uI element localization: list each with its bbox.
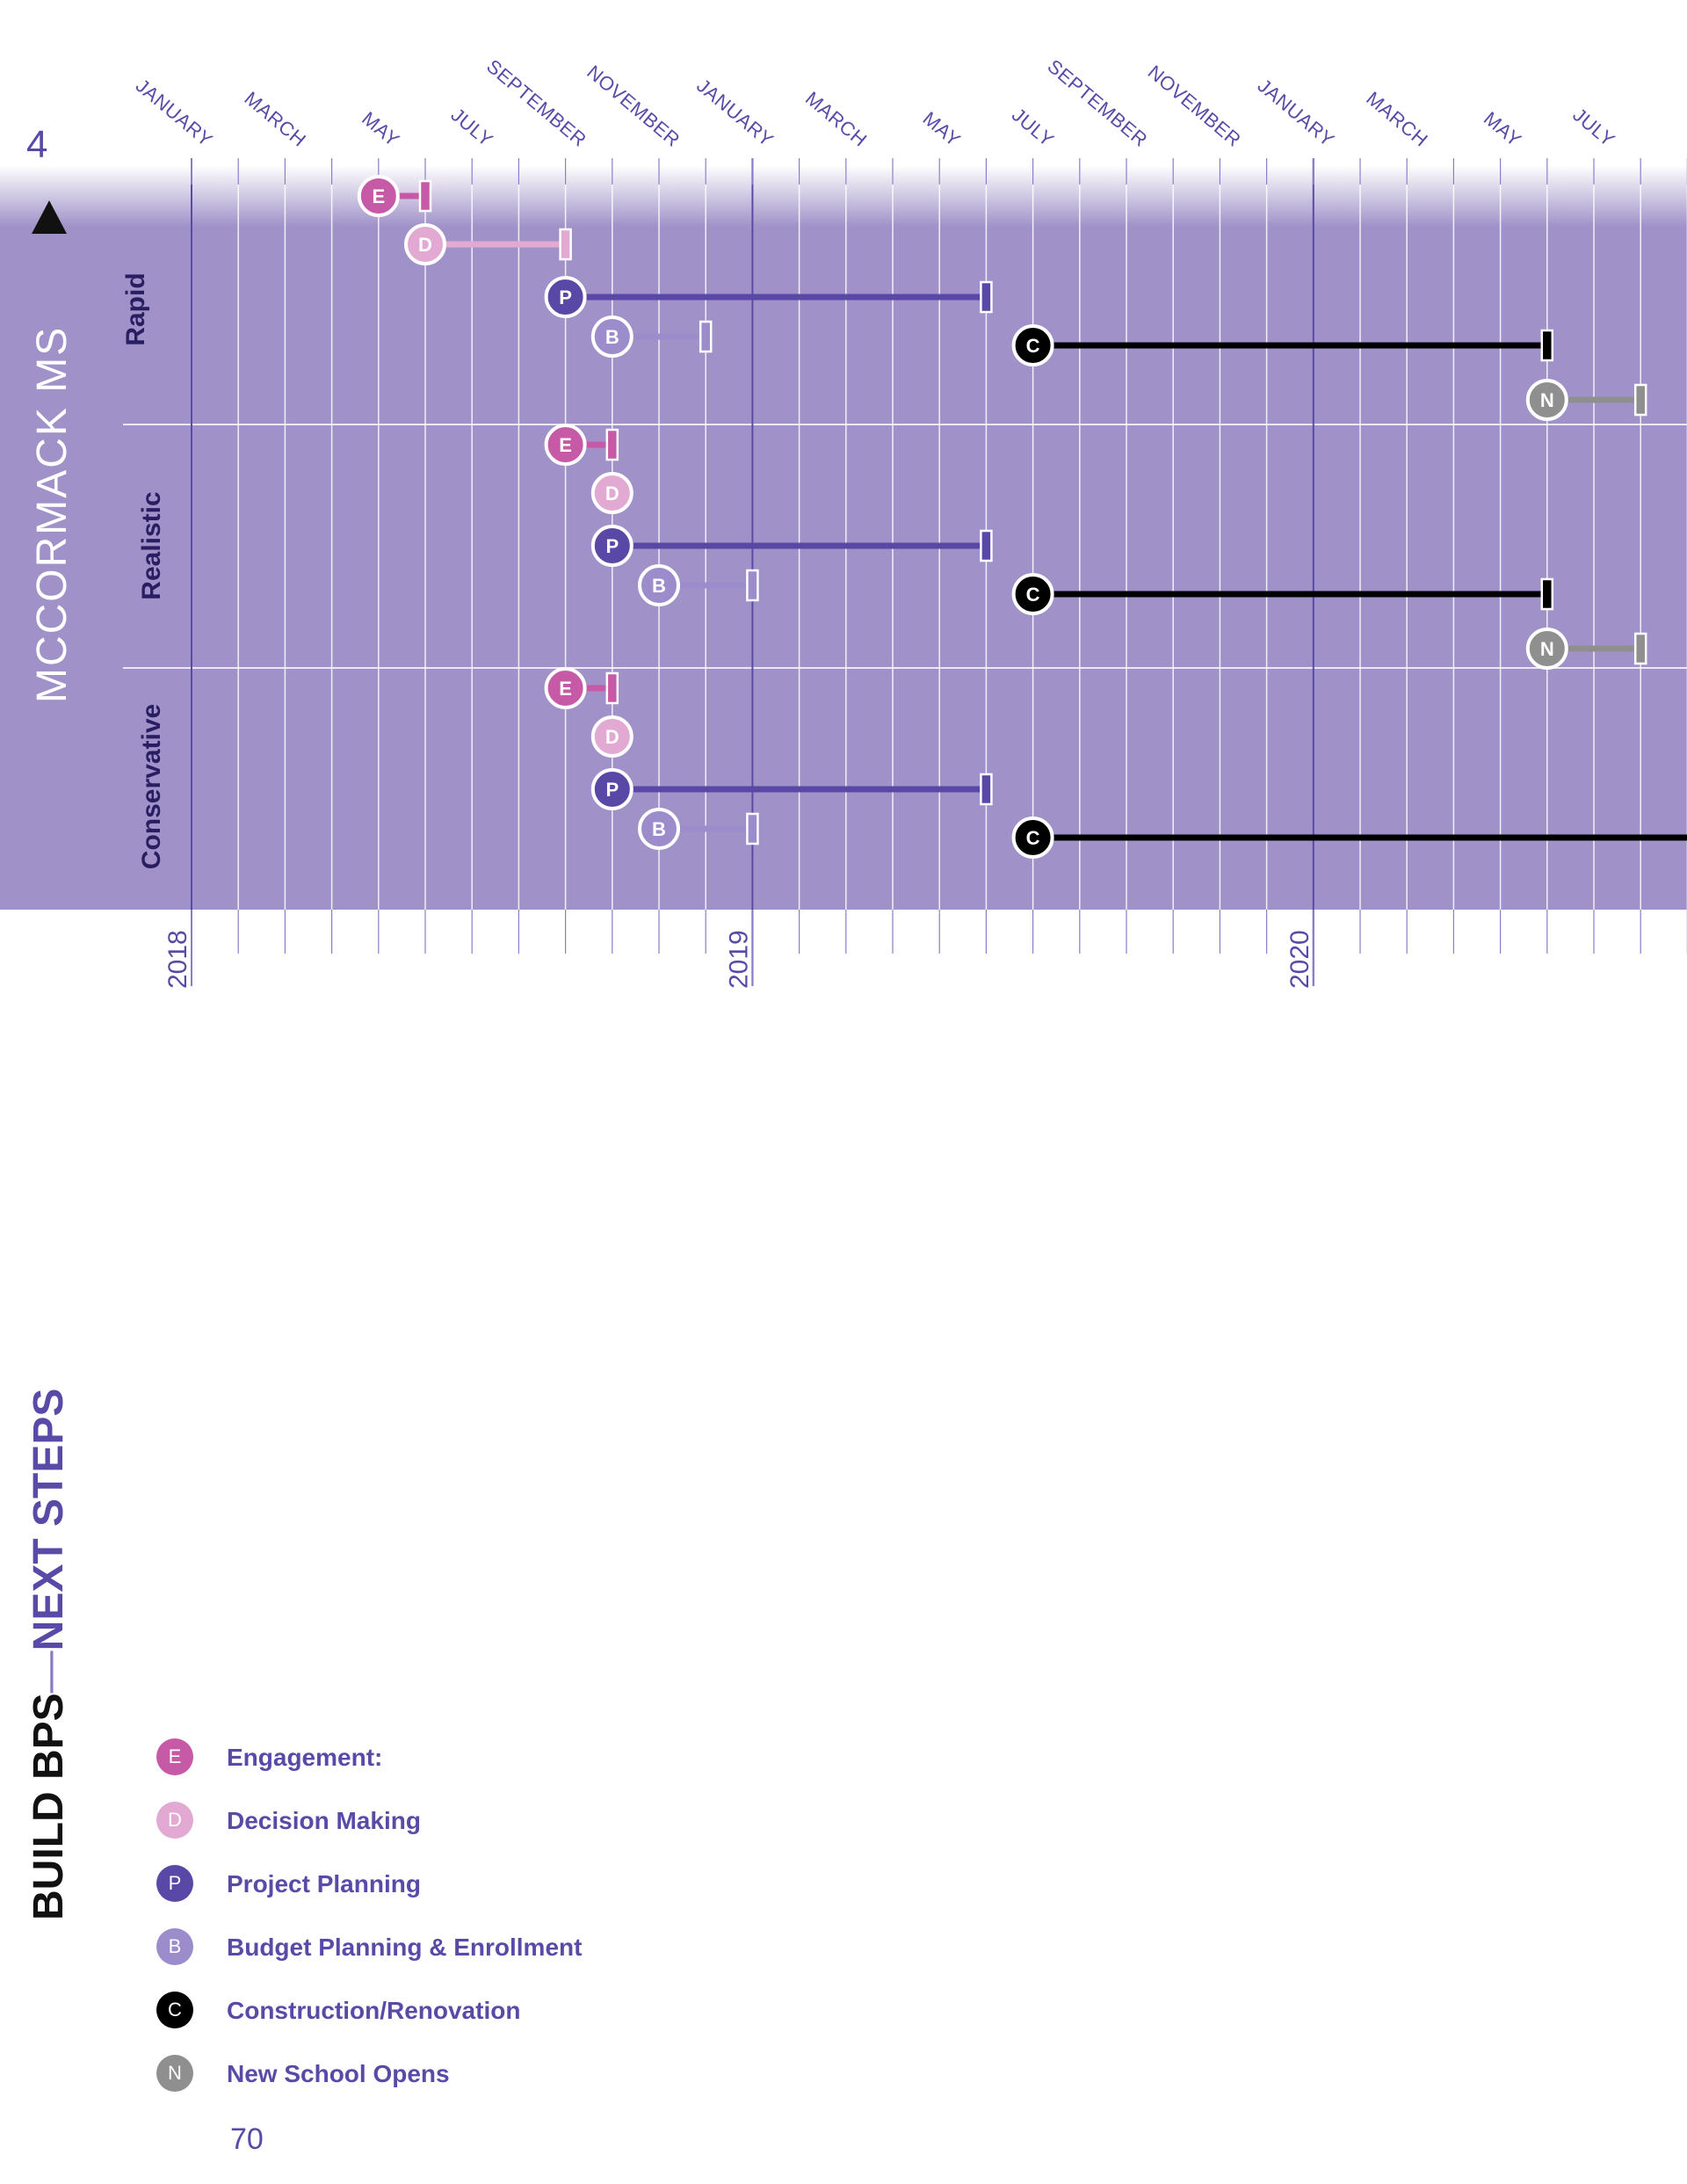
task-end-marker [1633, 632, 1647, 665]
task-end-marker [980, 529, 993, 562]
task-node-letter: C [1026, 335, 1040, 357]
task-node-letter: N [1540, 389, 1554, 411]
task-node [590, 768, 634, 810]
task-node [590, 316, 634, 358]
task-node [544, 276, 587, 318]
month-tick-label: JANUARY [692, 75, 778, 151]
legend-swatch: C [156, 1992, 193, 2028]
month-tick-label: MAY [1480, 107, 1525, 151]
task-node-letter: B [605, 326, 619, 348]
task-node [544, 667, 587, 709]
book-title-separator: — [25, 1651, 72, 1694]
month-tick-label: NOVEMBER [583, 61, 684, 151]
month-tick-label: MARCH [240, 87, 310, 151]
task-node [1011, 573, 1054, 615]
task-end-marker [605, 428, 619, 461]
legend-swatch: B [156, 1928, 193, 1965]
task-node [638, 808, 680, 850]
year-tick-label: 2020 [1285, 930, 1314, 989]
task-end-marker [980, 280, 993, 314]
legend-swatch: P [156, 1865, 193, 1902]
month-tick-label: JANUARY [1254, 75, 1339, 151]
month-tick-label: JANUARY [132, 75, 217, 151]
year-tick-label: 2018 [163, 930, 192, 989]
task-node [404, 223, 446, 265]
task-node-letter: E [559, 434, 572, 456]
task-node-letter: C [1026, 584, 1040, 606]
task-node-letter: E [559, 678, 572, 700]
month-tick-label: JULY [1568, 104, 1619, 151]
task-end-marker [418, 179, 432, 213]
month-tick-label: MARCH [801, 87, 872, 151]
task-node-letter: P [605, 779, 619, 801]
task-end-marker [1540, 577, 1554, 611]
legend-label: Budget Planning & Enrollment [227, 1934, 583, 1961]
task-node-letter: N [1540, 638, 1554, 660]
legend-label: New School Opens [227, 2060, 450, 2087]
triangle-arrow-icon [32, 200, 67, 234]
task-node-letter: E [372, 185, 385, 207]
legend-swatch: D [156, 1802, 193, 1839]
scenario-label: Realistic [137, 491, 166, 599]
task-node [590, 715, 634, 758]
task-node [590, 472, 634, 514]
month-tick-label: SEPTEMBER [482, 55, 590, 151]
task-node-letter: D [605, 483, 619, 504]
page-number: 70 [230, 2122, 264, 2156]
task-node-letter: D [418, 234, 432, 256]
task-end-marker [746, 812, 759, 845]
book-title: BUILD BPS—NEXT STEPS [25, 1389, 73, 1920]
legend-label: Project Planning [227, 1870, 421, 1897]
task-node [638, 564, 680, 606]
task-node-letter: B [652, 818, 666, 840]
task-end-marker [699, 320, 713, 353]
task-end-marker [1540, 329, 1554, 362]
task-node [357, 175, 400, 217]
month-tick-label: MAY [358, 107, 403, 151]
task-node [590, 525, 634, 567]
task-end-marker [605, 671, 619, 705]
school-title: MCCORMACK MS [29, 325, 76, 703]
task-node-letter: P [559, 287, 572, 308]
task-node-letter: C [1026, 827, 1040, 849]
legend-label: Construction/Renovation [227, 1997, 521, 2024]
task-node-letter: B [652, 575, 666, 597]
task-node-letter: P [605, 535, 619, 557]
task-node [544, 424, 587, 466]
month-tick-label: MAY [919, 107, 965, 151]
timeline-band-fade [0, 165, 1687, 227]
task-end-marker [1633, 383, 1647, 417]
task-end-marker [559, 228, 572, 261]
task-end-marker [746, 569, 759, 602]
book-title-part2: NEXT STEPS [25, 1388, 72, 1651]
scenario-label: Rapid [121, 272, 150, 345]
book-title-part1: BUILD BPS [25, 1693, 72, 1920]
month-tick-label: MARCH [1362, 87, 1432, 151]
month-tick-label: JULY [446, 104, 497, 151]
task-node [1011, 324, 1054, 366]
task-node [1011, 816, 1054, 859]
month-tick-label: SEPTEMBER [1043, 55, 1151, 151]
section-number: 4 [26, 123, 48, 166]
timeline-baseline-area [0, 910, 1687, 998]
task-node [1525, 379, 1568, 421]
task-end-marker [980, 773, 993, 806]
legend-label: Engagement: [227, 1744, 383, 1771]
task-node-letter: D [605, 726, 619, 748]
month-tick-label: JULY [1008, 104, 1059, 151]
legend-swatch: E [156, 1738, 193, 1775]
month-tick-label: NOVEMBER [1144, 61, 1246, 151]
scenario-label: Conservative [137, 704, 166, 869]
legend-swatch: N [156, 2055, 193, 2092]
year-tick-label: 2019 [724, 930, 753, 989]
legend-label: Decision Making [227, 1807, 421, 1834]
task-node [1525, 628, 1568, 670]
